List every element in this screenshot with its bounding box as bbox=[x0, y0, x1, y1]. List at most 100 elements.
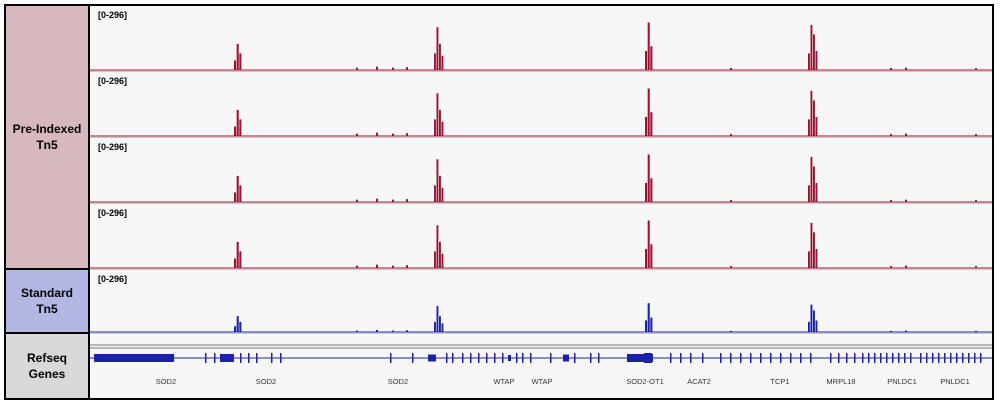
gene-exon bbox=[730, 353, 732, 363]
gene-label: WTAP bbox=[493, 377, 514, 386]
coverage-bar bbox=[434, 321, 436, 332]
track-range-label: [0-296] bbox=[98, 208, 128, 218]
coverage-bar bbox=[236, 175, 239, 202]
gene-exon bbox=[974, 353, 976, 363]
coverage-bar bbox=[356, 133, 358, 136]
gene-label: SOD2-OT1 bbox=[626, 377, 664, 386]
gene-exon bbox=[516, 353, 518, 363]
coverage-bar bbox=[392, 265, 394, 268]
coverage-bar bbox=[436, 27, 439, 70]
gene-exon bbox=[462, 353, 464, 363]
gene-exon bbox=[898, 353, 900, 363]
gene-label: PNLDC1 bbox=[940, 377, 970, 386]
coverage-bar bbox=[234, 258, 237, 268]
coverage-bar bbox=[808, 119, 810, 136]
coverage-bar bbox=[905, 265, 907, 268]
coverage-bar bbox=[434, 185, 436, 202]
coverage-bar bbox=[439, 316, 441, 332]
coverage-bar bbox=[650, 178, 653, 202]
coverage-bar bbox=[890, 330, 892, 332]
refseq-gene-track: SOD2 SOD2 SOD2 WTAP WTAP SOD2-OT1 ACAT2 TCP1 MRP… bbox=[90, 336, 992, 398]
gene-exon bbox=[846, 353, 848, 363]
coverage-bar bbox=[813, 34, 815, 70]
coverage-bar bbox=[650, 112, 653, 136]
coverage-bar bbox=[436, 93, 439, 136]
coverage-plot bbox=[90, 88, 992, 137]
coverage-bar bbox=[815, 249, 818, 268]
gene-exon bbox=[874, 353, 876, 363]
gene-exon bbox=[550, 353, 552, 363]
genome-browser-figure: Pre-Indexed Tn5 Standard Tn5 Refseq Gene… bbox=[4, 4, 994, 400]
gene-exon bbox=[670, 353, 672, 363]
coverage-bar bbox=[808, 53, 810, 70]
gene-exon bbox=[932, 353, 934, 363]
coverage-bar bbox=[905, 67, 907, 70]
coverage-bar bbox=[815, 117, 818, 136]
gene-exon bbox=[452, 353, 454, 363]
gene-exon bbox=[810, 353, 812, 363]
coverage-bar bbox=[441, 121, 444, 136]
gene-label: TCP1 bbox=[770, 377, 789, 386]
gene-exon bbox=[886, 353, 888, 363]
gene-label: MRPL18 bbox=[826, 377, 855, 386]
coverage-bar bbox=[239, 185, 242, 202]
coverage-bar bbox=[239, 53, 242, 70]
coverage-bar bbox=[650, 317, 653, 332]
coverage-bar bbox=[810, 24, 813, 70]
coverage-bar bbox=[645, 117, 648, 136]
coverage-bar bbox=[376, 329, 378, 332]
gene-exon bbox=[938, 353, 940, 363]
gene-exon bbox=[280, 353, 282, 363]
gene-label: PNLDC1 bbox=[887, 377, 917, 386]
coverage-plot bbox=[90, 220, 992, 269]
gene-exon bbox=[838, 353, 840, 363]
coverage-bar bbox=[810, 156, 813, 202]
gene-exon bbox=[800, 353, 802, 363]
coverage-bar bbox=[234, 326, 237, 332]
gene-exon bbox=[627, 354, 653, 362]
coverage-bar bbox=[436, 159, 439, 202]
gene-exon bbox=[868, 353, 870, 363]
coverage-bar bbox=[406, 330, 408, 332]
gene-exon bbox=[892, 353, 894, 363]
coverage-bar bbox=[813, 100, 815, 136]
coverage-bar bbox=[436, 225, 439, 268]
coverage-bar bbox=[236, 109, 239, 136]
gene-exon bbox=[950, 353, 952, 363]
gene-exon bbox=[502, 353, 504, 363]
coverage-bar bbox=[810, 222, 813, 268]
coverage-bar bbox=[434, 119, 436, 136]
coverage-track-5: [0-296] bbox=[90, 270, 992, 334]
gene-exon bbox=[790, 353, 792, 363]
gene-exon bbox=[508, 355, 511, 361]
coverage-bar bbox=[730, 68, 732, 70]
refseq-genes-label: Refseq Genes bbox=[6, 334, 90, 398]
gene-exon bbox=[494, 353, 496, 363]
gene-exon bbox=[240, 353, 242, 363]
gene-exon bbox=[94, 354, 174, 362]
gene-exon bbox=[680, 353, 682, 363]
coverage-bar bbox=[392, 133, 394, 136]
coverage-plot bbox=[90, 22, 992, 71]
coverage-bar bbox=[890, 134, 892, 136]
gene-exon bbox=[486, 353, 488, 363]
gene-exon bbox=[944, 353, 946, 363]
gene-exon bbox=[470, 353, 472, 363]
gene-exon bbox=[862, 353, 864, 363]
coverage-bar bbox=[441, 55, 444, 70]
gene-exon bbox=[760, 353, 762, 363]
coverage-bar bbox=[645, 51, 648, 70]
coverage-bar bbox=[406, 199, 408, 202]
coverage-bar bbox=[392, 330, 394, 332]
coverage-bar bbox=[815, 183, 818, 202]
coverage-bar bbox=[356, 199, 358, 202]
track-range-label: [0-296] bbox=[98, 142, 128, 152]
gene-exon bbox=[214, 353, 216, 363]
refseq-genes-text: Refseq Genes bbox=[26, 351, 67, 381]
coverage-track-2: [0-296] bbox=[90, 72, 992, 138]
coverage-bar bbox=[645, 320, 648, 332]
coverage-bar bbox=[376, 264, 378, 268]
gene-exon bbox=[904, 353, 906, 363]
gene-exon bbox=[854, 353, 856, 363]
coverage-bar bbox=[439, 241, 441, 268]
